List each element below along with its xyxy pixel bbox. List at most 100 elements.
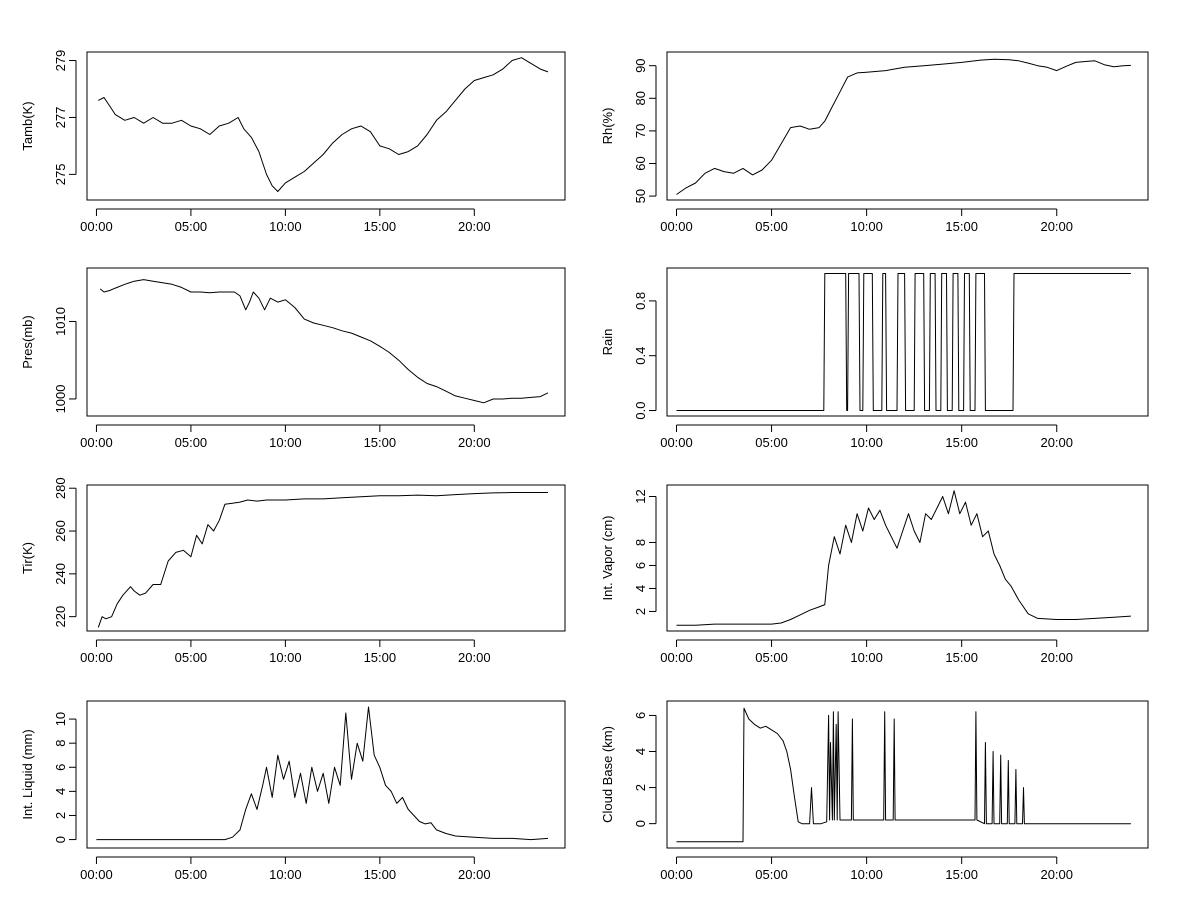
y-tick-label: 0 (633, 820, 648, 827)
x-tick-label: 20:00 (458, 435, 491, 450)
y-tick-label: 60 (633, 156, 648, 170)
x-tick-label: 15:00 (364, 435, 397, 450)
x-tick-label: 20:00 (1040, 867, 1073, 882)
x-tick-label: 00:00 (80, 219, 113, 234)
x-tick-label: 05:00 (175, 650, 208, 665)
series-line (96, 706, 549, 841)
y-axis-label: Cloud Base (km) (600, 726, 615, 823)
y-tick-label: 0.8 (633, 292, 648, 310)
y-tick-label: 6 (633, 712, 648, 719)
panel-2: 00:00 05:00 10:00 15:00 20:00 50 60 70 80 90 Rh(%) (600, 51, 1149, 234)
y-tick-label: 1000 (53, 384, 68, 413)
x-tick-label: 15:00 (945, 435, 978, 450)
x-tick-label: 10:00 (850, 867, 883, 882)
series-line (676, 273, 1131, 411)
panel-4: 00:00 05:00 10:00 15:00 20:00 0.0 0.4 0.8 Rain (600, 267, 1149, 450)
x-tick-label: 05:00 (755, 867, 788, 882)
y-tick-label: 277 (53, 107, 68, 129)
plot-frame (666, 484, 1149, 632)
x-tick-label: 15:00 (945, 219, 978, 234)
y-axis-label: Tir(K) (20, 542, 35, 574)
plot-frame (666, 267, 1149, 417)
y-tick-label: 70 (633, 124, 648, 138)
panel-7: 00:00 05:00 10:00 15:00 20:00 0 2 4 6 8 10 Int. Liq… (20, 700, 566, 882)
plot-frame (666, 700, 1149, 849)
x-tick-label: 10:00 (269, 435, 302, 450)
y-tick-label: 2 (53, 812, 68, 819)
plot-frame (86, 484, 566, 632)
x-tick-label: 00:00 (80, 867, 113, 882)
x-tick-label: 15:00 (364, 650, 397, 665)
y-axis-label: Rh(%) (600, 108, 615, 145)
panel-5: 00:00 05:00 10:00 15:00 20:00 220 240 260 280 Tir… (20, 477, 566, 665)
plot-frame (86, 51, 566, 201)
x-tick-label: 10:00 (850, 219, 883, 234)
y-tick-label: 260 (53, 520, 68, 542)
series-line (98, 57, 549, 192)
x-tick-label: 00:00 (660, 219, 693, 234)
y-tick-label: 4 (53, 788, 68, 795)
x-tick-label: 10:00 (850, 435, 883, 450)
panel-6: 00:00 05:00 10:00 15:00 20:00 2 4 6 8 12 Int. Vapo… (600, 484, 1149, 665)
y-tick-label: 279 (53, 50, 68, 72)
y-tick-label: 2 (633, 784, 648, 791)
x-tick-label: 10:00 (269, 219, 302, 234)
series-line (97, 492, 548, 628)
x-tick-label: 10:00 (850, 650, 883, 665)
x-tick-label: 20:00 (458, 650, 491, 665)
y-tick-label: 12 (633, 489, 648, 503)
y-tick-label: 90 (633, 58, 648, 72)
y-tick-label: 6 (633, 562, 648, 569)
y-tick-label: 220 (53, 606, 68, 628)
x-tick-label: 00:00 (660, 650, 693, 665)
x-tick-label: 10:00 (269, 867, 302, 882)
x-tick-label: 20:00 (1040, 219, 1073, 234)
x-tick-label: 10:00 (269, 650, 302, 665)
x-tick-label: 05:00 (755, 219, 788, 234)
panel-3: 00:00 05:00 10:00 15:00 20:00 1000 1010 Pres(mb… (20, 267, 566, 450)
y-tick-label: 6 (53, 764, 68, 771)
y-tick-label: 2 (633, 608, 648, 615)
x-tick-label: 20:00 (1040, 435, 1073, 450)
x-tick-label: 05:00 (175, 867, 208, 882)
y-axis-label: Tamb(K) (20, 101, 35, 150)
y-axis-label: Pres(mb) (20, 315, 35, 368)
y-tick-label: 1010 (53, 307, 68, 336)
y-axis-label: Int. Liquid (mm) (20, 729, 35, 819)
y-tick-label: 10 (53, 712, 68, 726)
y-tick-label: 280 (53, 477, 68, 499)
y-tick-label: 50 (633, 189, 648, 203)
y-tick-label: 80 (633, 91, 648, 105)
x-tick-label: 05:00 (175, 435, 208, 450)
x-tick-label: 15:00 (945, 867, 978, 882)
x-tick-label: 05:00 (755, 650, 788, 665)
plot-frame (666, 51, 1149, 201)
series-line (676, 58, 1131, 195)
panel-1: 00:00 05:00 10:00 15:00 20:00 275 277 279 Tamb(K… (20, 50, 566, 234)
y-tick-label: 0.4 (633, 347, 648, 365)
y-tick-label: 4 (633, 748, 648, 755)
series-line (99, 279, 549, 404)
x-tick-label: 20:00 (458, 867, 491, 882)
x-tick-label: 00:00 (80, 435, 113, 450)
panel-8: 00:00 05:00 10:00 15:00 20:00 0 2 4 6 Cloud Base … (600, 700, 1149, 882)
x-tick-label: 15:00 (945, 650, 978, 665)
plot-frame (86, 267, 566, 417)
series-line (676, 490, 1131, 626)
y-tick-label: 275 (53, 164, 68, 186)
x-tick-label: 15:00 (364, 219, 397, 234)
series-line (676, 707, 1131, 843)
x-tick-label: 00:00 (660, 435, 693, 450)
x-tick-label: 05:00 (755, 435, 788, 450)
y-axis-label: Int. Vapor (cm) (600, 515, 615, 600)
y-tick-label: 8 (633, 539, 648, 546)
x-tick-label: 00:00 (80, 650, 113, 665)
y-tick-label: 8 (53, 740, 68, 747)
y-tick-label: 0.0 (633, 401, 648, 419)
x-tick-label: 00:00 (660, 867, 693, 882)
y-tick-label: 240 (53, 563, 68, 585)
x-tick-label: 20:00 (1040, 650, 1073, 665)
plot-frame (86, 700, 566, 849)
y-axis-label: Rain (600, 329, 615, 356)
